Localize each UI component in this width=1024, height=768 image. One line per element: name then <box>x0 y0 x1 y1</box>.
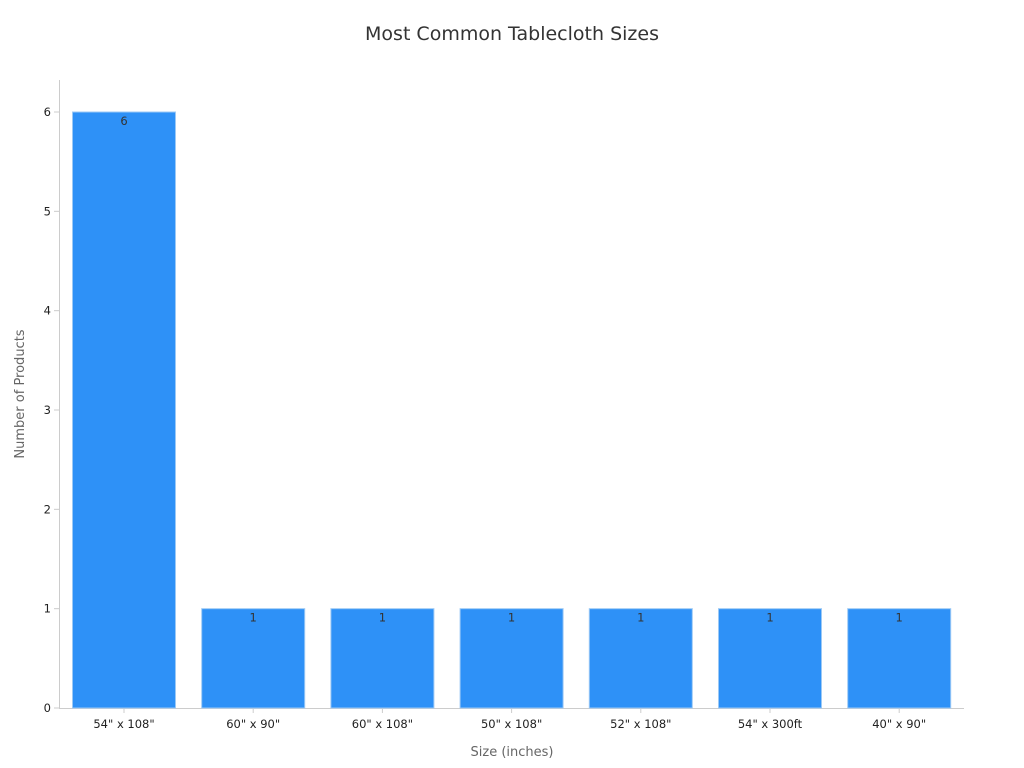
x-tick-label: 60" x 90" <box>226 717 280 731</box>
bar-value-label: 1 <box>379 611 386 625</box>
x-axis-label: Size (inches) <box>471 745 554 760</box>
bars <box>72 111 952 709</box>
bar-value-label: 1 <box>896 611 903 625</box>
x-ticks: 54" x 108" 60" x 90" 60" x 108" 50" x 108" 5… <box>93 709 926 731</box>
y-tick-label: 4 <box>44 304 51 318</box>
x-tick-label: 40" x 90" <box>872 717 926 731</box>
y-axis: 0 1 2 3 4 5 6 <box>44 80 60 715</box>
bar-value-label: 1 <box>250 611 257 625</box>
bar <box>588 608 693 709</box>
y-axis-label: Number of Products <box>13 329 28 458</box>
x-tick-label: 60" x 108" <box>352 717 413 731</box>
bar-value-label: 1 <box>637 611 644 625</box>
bar-value-label: 1 <box>508 611 515 625</box>
y-tick-label: 3 <box>44 403 51 417</box>
y-tick-label: 5 <box>44 204 51 218</box>
y-tick-label: 0 <box>44 701 51 715</box>
x-tick-label: 52" x 108" <box>610 717 671 731</box>
y-tick-label: 1 <box>44 602 51 616</box>
x-tick-label: 54" x 300ft <box>738 717 803 731</box>
bar-value-label: 6 <box>120 114 127 128</box>
x-axis: 54" x 108" 60" x 90" 60" x 108" 50" x 108" 5… <box>59 708 964 731</box>
bar-value-label: 1 <box>766 611 773 625</box>
y-tick-label: 6 <box>44 105 51 119</box>
chart-title: Most Common Tablecloth Sizes <box>365 23 659 45</box>
bar <box>847 608 952 709</box>
bar <box>459 608 564 709</box>
bar <box>72 111 176 709</box>
bar <box>201 608 306 709</box>
data-labels: 6 1 1 1 1 1 1 <box>120 114 903 625</box>
x-tick-label: 54" x 108" <box>93 717 154 731</box>
y-tick-label: 2 <box>44 502 51 516</box>
x-tick-label: 50" x 108" <box>481 717 542 731</box>
bar <box>718 608 822 709</box>
y-ticks: 0 1 2 3 4 5 6 <box>44 105 59 715</box>
bar <box>330 608 435 709</box>
